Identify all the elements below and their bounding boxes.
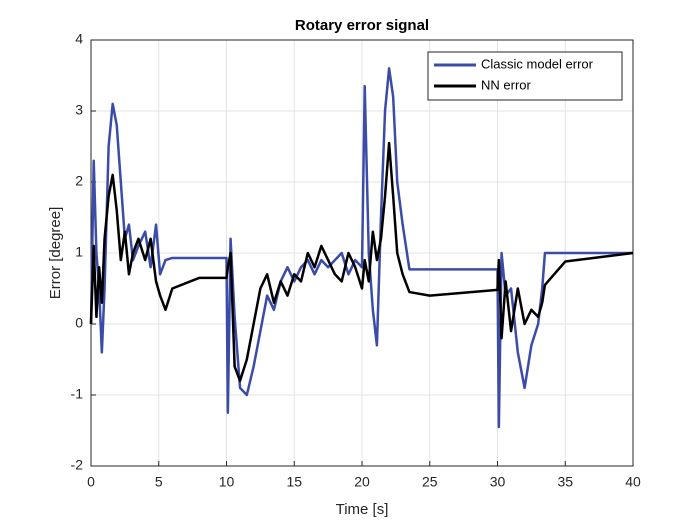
y-tick-label: 3 xyxy=(75,102,83,118)
chart-title: Rotary error signal xyxy=(295,17,429,34)
y-tick-label: 1 xyxy=(75,244,83,260)
legend-box xyxy=(427,51,623,101)
y-tick-label: 2 xyxy=(75,173,83,189)
y-axis-label: Error [degree] xyxy=(47,207,64,300)
y-tick-label: 4 xyxy=(75,31,83,47)
x-tick-label: 30 xyxy=(490,474,506,490)
x-tick-label: 0 xyxy=(87,474,95,490)
data-line xyxy=(89,67,633,429)
x-tick-label: 15 xyxy=(286,474,302,490)
legend-label: Classic model error xyxy=(481,56,594,71)
x-tick-label: 10 xyxy=(219,474,235,490)
legend-label: NN error xyxy=(481,77,532,92)
data-line xyxy=(89,141,634,383)
x-axis-label: Time [s] xyxy=(336,501,389,518)
y-tick-label: -1 xyxy=(71,386,84,402)
x-tick-label: 35 xyxy=(557,474,573,490)
x-tick-label: 5 xyxy=(155,474,163,490)
x-tick-label: 25 xyxy=(422,474,438,490)
x-tick-label: 20 xyxy=(354,474,370,490)
x-tick-label: 40 xyxy=(625,474,641,490)
y-tick-label: 0 xyxy=(75,315,83,331)
y-tick-label: -2 xyxy=(71,457,84,473)
